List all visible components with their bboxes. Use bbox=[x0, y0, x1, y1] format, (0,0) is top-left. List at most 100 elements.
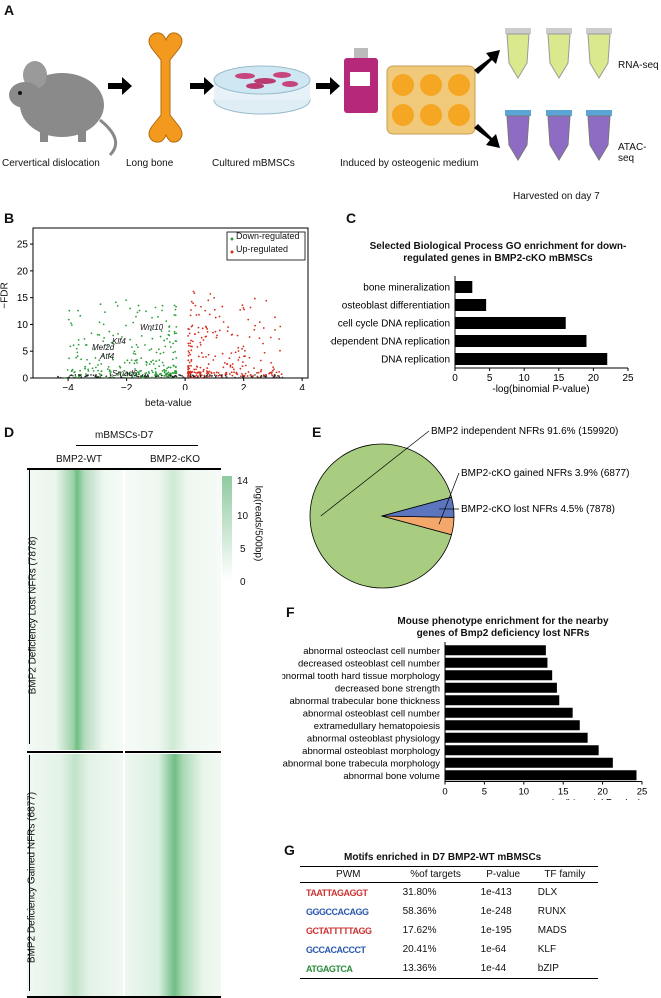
volcano-point bbox=[128, 372, 131, 375]
pie-slice bbox=[381, 496, 455, 518]
volcano-point bbox=[162, 351, 165, 354]
volcano-point bbox=[189, 376, 192, 379]
volcano-point bbox=[199, 372, 202, 375]
col-header-pwm: PWM bbox=[300, 866, 397, 883]
motif-logo: TAATTAGAGGT bbox=[306, 887, 368, 898]
x-tick-label: 0 bbox=[182, 383, 188, 390]
volcano-point bbox=[215, 336, 218, 339]
volcano-point bbox=[263, 351, 266, 354]
x-tick-label: 10 bbox=[519, 787, 530, 798]
volcano-point bbox=[70, 324, 73, 327]
volcano-ylabel: −FDR bbox=[0, 282, 11, 309]
volcano-point bbox=[229, 365, 232, 368]
volcano-point bbox=[210, 375, 212, 377]
heatmap-col1-label: BMP2-WT bbox=[56, 454, 103, 465]
y-tick-label: 0 bbox=[22, 374, 28, 385]
col-header-pvalue: P-value bbox=[474, 866, 532, 883]
colorbar-tick-0: 0 bbox=[240, 577, 246, 588]
volcano-point bbox=[112, 358, 114, 361]
step-label-1: Cervertical dislocation bbox=[2, 158, 100, 169]
motif-logo: GCTATTTTTAGG bbox=[306, 925, 372, 936]
panel-a-illustration bbox=[9, 28, 612, 161]
volcano-point bbox=[128, 361, 131, 364]
row-arrow-gained bbox=[29, 755, 30, 991]
col-header-tf: TF family bbox=[531, 866, 598, 883]
volcano-point bbox=[231, 333, 234, 336]
volcano-point bbox=[169, 375, 172, 377]
volcano-point bbox=[204, 309, 207, 312]
volcano-point bbox=[263, 375, 265, 378]
volcano-point bbox=[239, 308, 242, 311]
volcano-point bbox=[73, 371, 76, 373]
volcano-point bbox=[145, 310, 147, 313]
volcano-point bbox=[138, 373, 141, 376]
volcano-point bbox=[201, 327, 204, 330]
pct-cell: 13.36% bbox=[396, 959, 475, 979]
volcano-point bbox=[126, 373, 129, 375]
volcano-point bbox=[174, 350, 177, 353]
volcano-point bbox=[119, 366, 122, 369]
volcano-point bbox=[112, 334, 115, 337]
arrow-icon bbox=[108, 77, 132, 95]
volcano-point bbox=[98, 359, 101, 362]
bar bbox=[445, 645, 546, 656]
volcano-point bbox=[246, 375, 249, 377]
volcano-point bbox=[154, 374, 157, 376]
volcano-point bbox=[116, 304, 119, 307]
volcano-point bbox=[182, 376, 185, 379]
volcano-point bbox=[225, 372, 228, 374]
volcano-point bbox=[274, 316, 276, 319]
x-tick-label: 5 bbox=[482, 787, 487, 798]
volcano-point bbox=[94, 374, 97, 376]
volcano-plot: −4 −2 0 2 4 0 5 10 15 20 25 bbox=[17, 227, 309, 390]
volcano-point bbox=[100, 374, 103, 376]
volcano-point bbox=[217, 374, 220, 377]
volcano-point bbox=[200, 374, 203, 377]
bar bbox=[445, 657, 548, 668]
bar bbox=[455, 335, 587, 347]
volcano-point bbox=[243, 349, 246, 352]
volcano-point bbox=[80, 358, 83, 361]
volcano-point bbox=[160, 330, 163, 332]
motif-logo: GCCACACCCT bbox=[306, 944, 366, 955]
arrow-icon bbox=[190, 77, 214, 95]
x-tick-label: 5 bbox=[487, 373, 493, 384]
volcano-point bbox=[144, 344, 146, 346]
volcano-point bbox=[167, 333, 170, 336]
volcano-point bbox=[154, 371, 157, 374]
volcano-point bbox=[197, 375, 199, 378]
volcano-point bbox=[88, 362, 91, 365]
volcano-point bbox=[190, 300, 193, 303]
volcano-point bbox=[75, 356, 78, 359]
volcano-point bbox=[260, 369, 263, 371]
volcano-point bbox=[170, 372, 172, 375]
volcano-point bbox=[241, 304, 244, 307]
volcano-point bbox=[190, 349, 193, 352]
volcano-point bbox=[202, 370, 205, 373]
panel-letter-e: E bbox=[312, 424, 322, 440]
volcano-point bbox=[187, 334, 190, 337]
category-label: osteoblast differentiation bbox=[342, 301, 450, 312]
arrow-down-right-icon bbox=[474, 124, 500, 148]
volcano-point bbox=[205, 374, 208, 377]
volcano-point bbox=[93, 348, 96, 351]
step-label-4: Induced by osteogenic medium bbox=[340, 158, 479, 169]
heatmap-group-line bbox=[76, 445, 198, 446]
bar bbox=[445, 695, 560, 706]
volcano-point bbox=[151, 337, 154, 340]
volcano-point bbox=[140, 357, 143, 359]
x-axis-label: -log(binomial P-value) bbox=[492, 384, 589, 395]
arrow-up-right-icon bbox=[474, 50, 500, 74]
pie-label: BMP2 independent NFRs 91.6% (159920) bbox=[431, 426, 618, 437]
volcano-point bbox=[174, 314, 177, 317]
atac-seq-label: ATAC-seq bbox=[618, 142, 647, 164]
category-label: abnormal osteoblast physiology bbox=[307, 733, 440, 744]
volcano-point bbox=[96, 333, 99, 336]
gene-label-smad6: Smad6 bbox=[112, 369, 138, 378]
volcano-point bbox=[94, 375, 97, 378]
volcano-point bbox=[100, 363, 103, 365]
volcano-point bbox=[244, 364, 247, 367]
volcano-point bbox=[97, 369, 99, 372]
volcano-point bbox=[126, 371, 128, 374]
volcano-point bbox=[70, 370, 73, 373]
